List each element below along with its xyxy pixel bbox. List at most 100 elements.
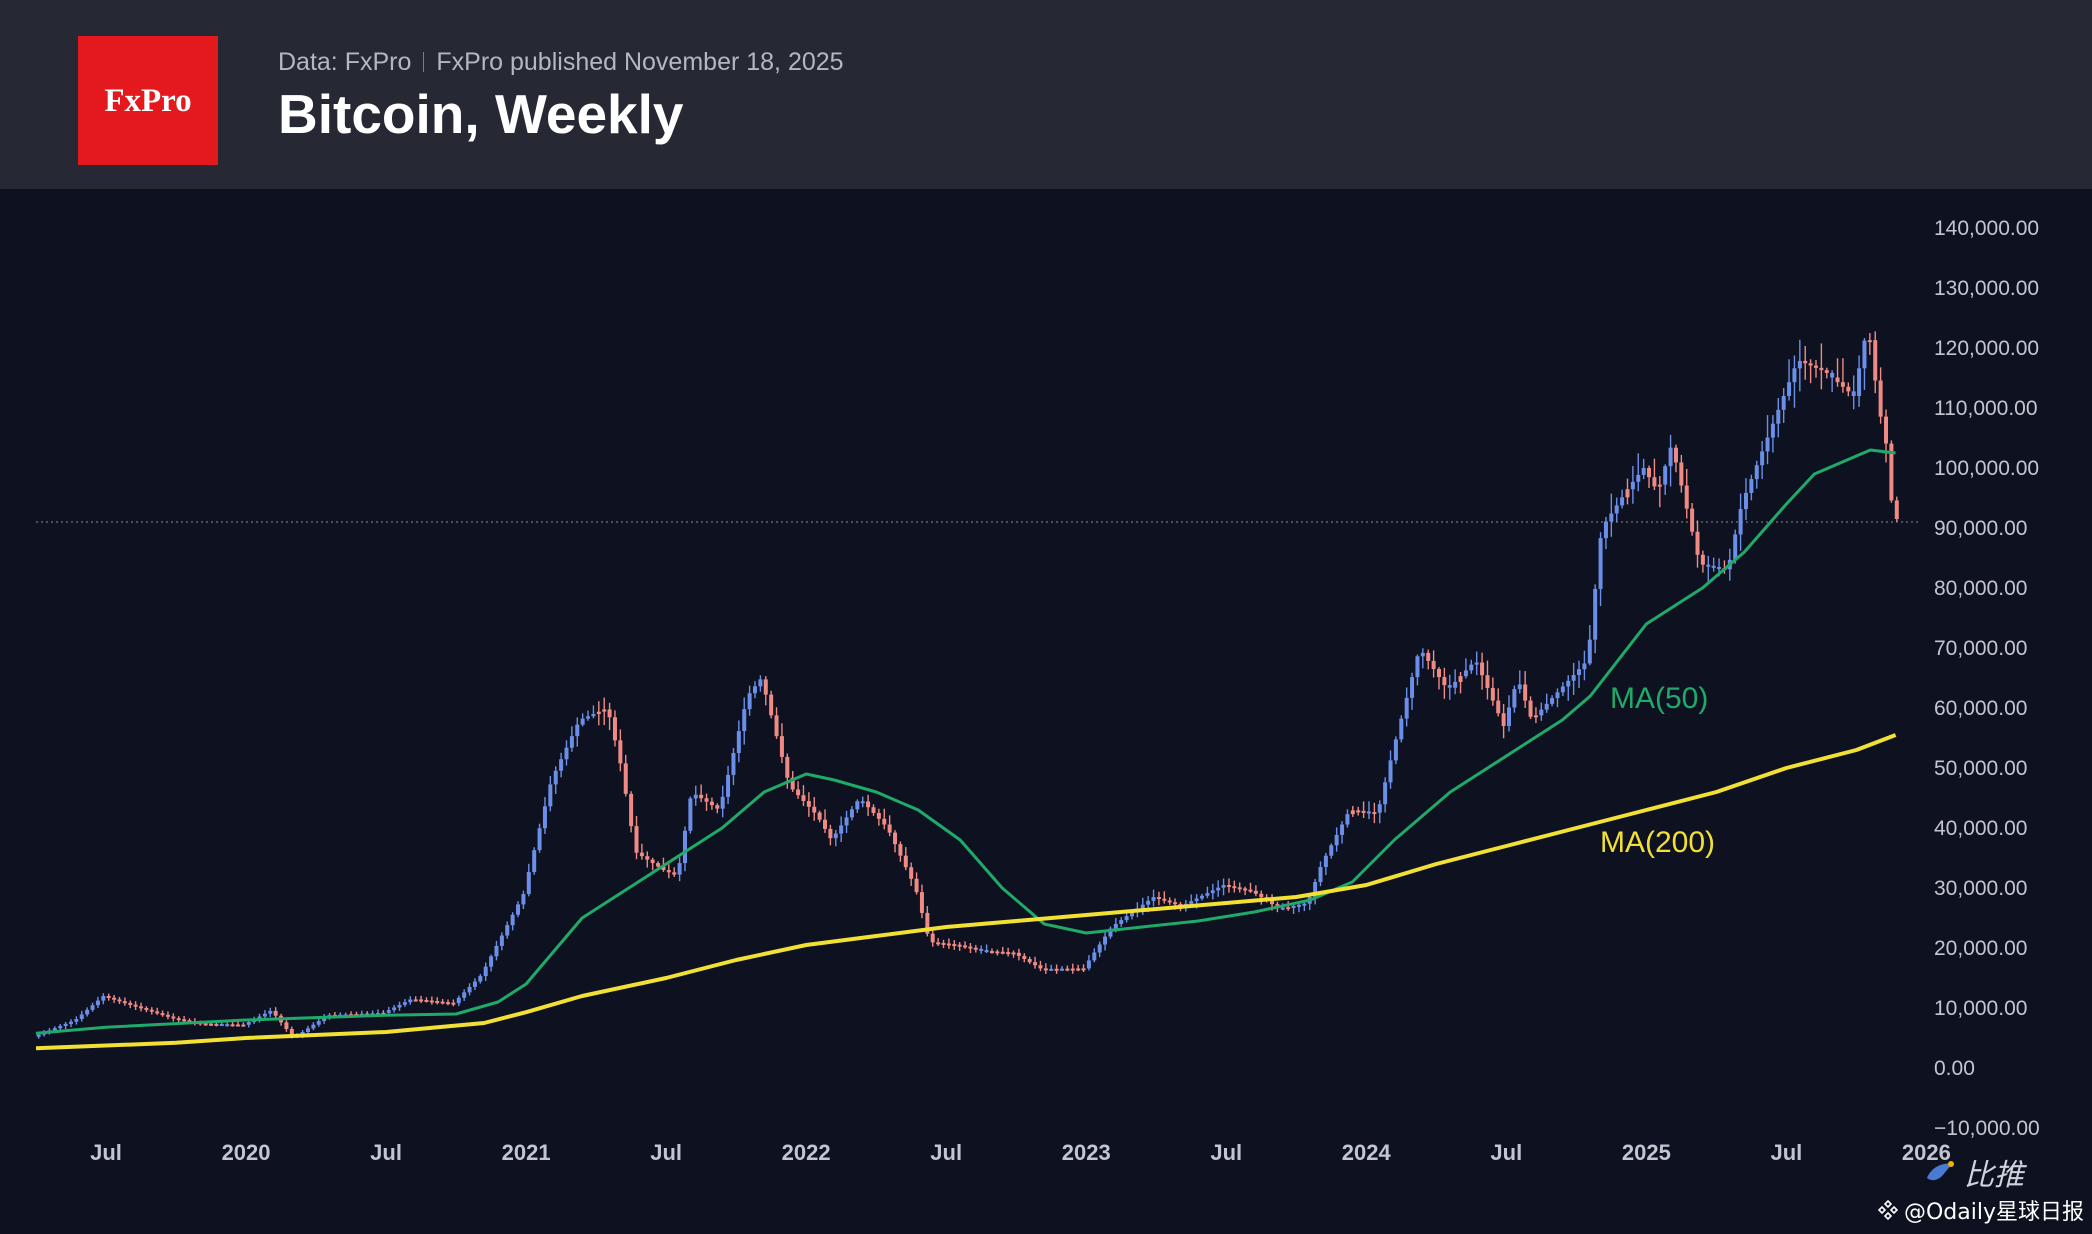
candle-body bbox=[968, 946, 973, 949]
candle-body bbox=[1851, 391, 1856, 396]
candle-body bbox=[973, 947, 978, 950]
candle-body bbox=[785, 756, 790, 778]
watermark: 比推 @Odaily星球日报 bbox=[1877, 1150, 2084, 1226]
candle-body bbox=[1657, 484, 1662, 487]
candle-body bbox=[106, 996, 111, 998]
candle-body bbox=[1544, 703, 1549, 710]
candle-body bbox=[1781, 396, 1786, 410]
candle-body bbox=[1733, 534, 1738, 560]
candle-body bbox=[1517, 684, 1522, 690]
candle-body bbox=[871, 807, 876, 813]
candle-body bbox=[882, 818, 887, 825]
candle-body bbox=[489, 956, 494, 967]
candle-body bbox=[1248, 889, 1253, 892]
candle-body bbox=[90, 1005, 95, 1010]
candle-body bbox=[499, 935, 504, 946]
candle-body bbox=[101, 996, 106, 1001]
candle-body bbox=[752, 686, 757, 694]
candle-body bbox=[957, 944, 962, 947]
candle-body bbox=[1226, 885, 1231, 887]
ma50-label: MA(50) bbox=[1610, 682, 1708, 715]
candle-body bbox=[1426, 652, 1431, 661]
candle-body bbox=[812, 806, 817, 813]
candle-body bbox=[1469, 664, 1474, 671]
candle-body bbox=[1049, 968, 1054, 971]
y-tick-label: 100,000.00 bbox=[1934, 457, 2039, 480]
candle-body bbox=[1453, 681, 1458, 688]
candle-body bbox=[408, 999, 413, 1003]
candle-body bbox=[688, 798, 693, 831]
candle-body bbox=[656, 863, 661, 867]
candle-body bbox=[1555, 692, 1560, 699]
candle-body bbox=[1162, 898, 1167, 901]
x-tick-label: 2024 bbox=[1342, 1140, 1392, 1165]
candle-body bbox=[1059, 968, 1064, 971]
candle-body bbox=[1173, 902, 1178, 905]
candle-body bbox=[510, 914, 515, 926]
candle-body bbox=[532, 850, 537, 873]
x-tick-label: 2021 bbox=[502, 1140, 551, 1165]
candle-body bbox=[1819, 367, 1824, 371]
candle-body bbox=[1700, 554, 1705, 565]
candle-body bbox=[322, 1017, 327, 1022]
candle-body bbox=[392, 1007, 397, 1011]
candle-body bbox=[289, 1028, 294, 1036]
candle-body bbox=[849, 809, 854, 818]
candle-body bbox=[1070, 968, 1075, 971]
y-tick-label: 0.00 bbox=[1934, 1057, 1975, 1080]
candle-body bbox=[1334, 834, 1339, 846]
candle-body bbox=[235, 1024, 240, 1027]
candle-body bbox=[855, 801, 860, 810]
candle-body bbox=[241, 1024, 246, 1027]
candle-body bbox=[559, 759, 564, 771]
candle-body bbox=[542, 806, 547, 829]
watermark-brand-text: 比推 bbox=[1964, 1158, 2024, 1193]
x-tick-label: Jul bbox=[1490, 1140, 1522, 1165]
candle-body bbox=[446, 1002, 451, 1005]
candle-body bbox=[596, 711, 601, 714]
candle-body bbox=[1216, 887, 1221, 891]
candle-body bbox=[155, 1011, 160, 1014]
y-tick-label: 30,000.00 bbox=[1934, 877, 2027, 900]
candle-body bbox=[1539, 709, 1544, 716]
candle-body bbox=[1151, 897, 1156, 901]
candle-body bbox=[1388, 760, 1393, 783]
candle-body bbox=[995, 951, 1000, 954]
candle-body bbox=[171, 1016, 176, 1019]
candle-body bbox=[1566, 680, 1571, 687]
candle-body bbox=[650, 859, 655, 864]
candle-body bbox=[946, 943, 951, 946]
candle-body bbox=[219, 1024, 224, 1027]
candle-body bbox=[69, 1021, 74, 1024]
candle-body bbox=[268, 1010, 273, 1014]
candle-body bbox=[95, 1000, 100, 1006]
candle-body bbox=[456, 997, 461, 1004]
y-tick-label: 10,000.00 bbox=[1934, 997, 2027, 1020]
candle-body bbox=[1124, 916, 1129, 921]
candle-body bbox=[1808, 363, 1813, 366]
candle-body bbox=[1323, 855, 1328, 867]
candle-body bbox=[1717, 567, 1722, 569]
x-tick-label: Jul bbox=[1210, 1140, 1242, 1165]
x-tick-label: Jul bbox=[650, 1140, 682, 1165]
candle-body bbox=[1318, 867, 1323, 882]
candle-body bbox=[144, 1008, 149, 1011]
candle-body bbox=[305, 1028, 310, 1033]
candle-body bbox=[230, 1024, 235, 1027]
candle-body bbox=[1372, 812, 1377, 815]
candle-body bbox=[1280, 907, 1285, 910]
candle-body bbox=[1345, 814, 1350, 825]
candle-body bbox=[952, 944, 957, 947]
candle-body bbox=[1835, 377, 1840, 383]
candle-body bbox=[1512, 689, 1517, 708]
candle-body bbox=[984, 950, 989, 953]
candle-body bbox=[133, 1004, 138, 1007]
candle-body bbox=[1577, 669, 1582, 675]
candle-body bbox=[1006, 952, 1011, 955]
candle-body bbox=[1194, 898, 1199, 902]
candle-body bbox=[839, 825, 844, 834]
series-labels: MA(50) MA(200) bbox=[1600, 682, 1715, 859]
binance-icon bbox=[1877, 1200, 1898, 1220]
data-source: Data: FxPro bbox=[278, 48, 412, 76]
